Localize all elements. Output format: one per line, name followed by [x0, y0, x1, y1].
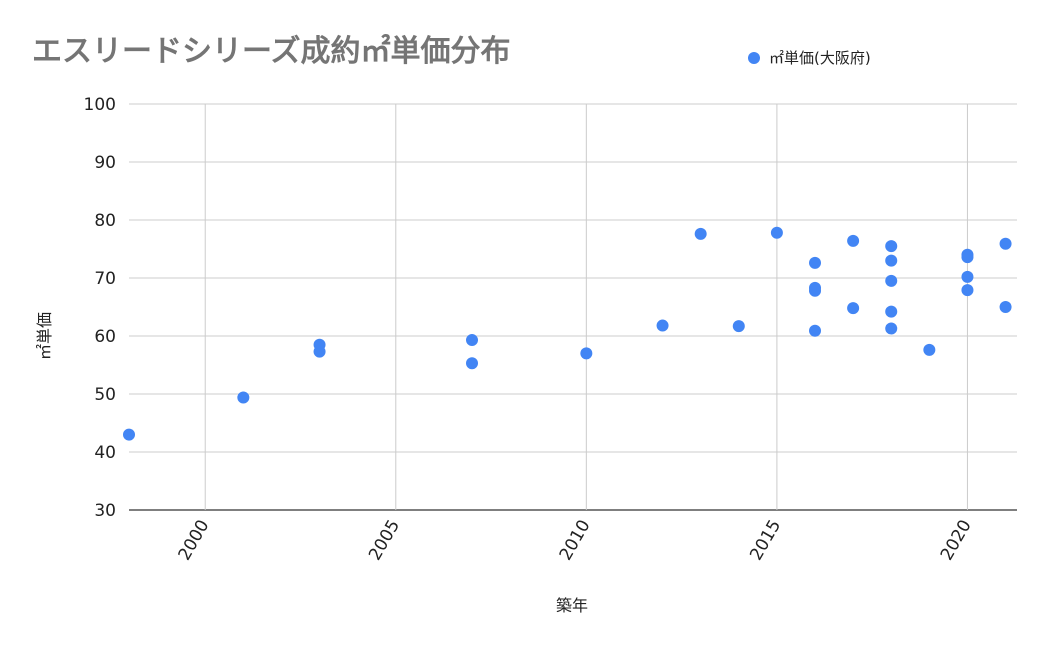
scatter-point: [961, 284, 974, 297]
chart-title: エスリードシリーズ成約㎡単価分布: [32, 34, 511, 69]
scatter-point: [237, 391, 250, 404]
x-tick-label: 2015: [746, 517, 785, 564]
scatter-point: [809, 324, 822, 337]
scatter-point: [961, 251, 974, 264]
scatter-point: [885, 240, 898, 253]
scatter-point: [999, 301, 1012, 313]
scatter-point: [847, 234, 860, 247]
scatter-point: [770, 226, 783, 239]
y-tick-label: 30: [94, 501, 116, 521]
x-tick-label: 2020: [937, 517, 976, 564]
scatter-point: [656, 319, 669, 332]
scatter-point: [885, 254, 898, 267]
scatter-point: [885, 322, 898, 335]
y-tick-label: 100: [84, 95, 116, 115]
scatter-point: [466, 357, 479, 370]
scatter-point: [999, 237, 1012, 250]
y-tick-label: 40: [94, 443, 116, 463]
scatter-point: [694, 227, 707, 240]
scatter-point: [885, 305, 898, 318]
scatter-point: [847, 302, 860, 315]
scatter-point: [466, 334, 479, 347]
scatter-point: [809, 284, 822, 297]
y-tick-labels: 30 40 50 60 70 80 90 100: [84, 95, 116, 521]
gridlines: [129, 103, 1017, 511]
x-tick-labels: 2000 2005 2010 2015 2020: [175, 517, 976, 564]
y-tick-label: 80: [94, 211, 116, 231]
legend-label: ㎡単価(大阪府): [769, 49, 871, 67]
x-tick-label: 2010: [556, 517, 595, 564]
y-tick-label: 50: [94, 385, 116, 405]
x-tick-label: 2000: [175, 517, 214, 564]
scatter-point: [923, 343, 936, 356]
legend-marker: [748, 51, 760, 64]
scatter-point: [885, 274, 898, 287]
scatter-point: [580, 347, 593, 360]
scatter-point: [123, 428, 135, 441]
scatter-point: [809, 256, 822, 269]
scatter-point: [732, 320, 745, 333]
y-tick-label: 90: [94, 153, 116, 173]
x-tick-label: 2005: [365, 517, 404, 564]
y-axis-label: ㎡単価: [35, 312, 54, 360]
data-points: [123, 226, 1012, 441]
y-tick-label: 60: [94, 327, 116, 347]
y-tick-label: 70: [94, 269, 116, 289]
x-axis-label: 築年: [556, 596, 588, 615]
legend: ㎡単価(大阪府): [748, 47, 871, 68]
scatter-point: [961, 270, 974, 283]
scatter-point: [313, 345, 326, 358]
